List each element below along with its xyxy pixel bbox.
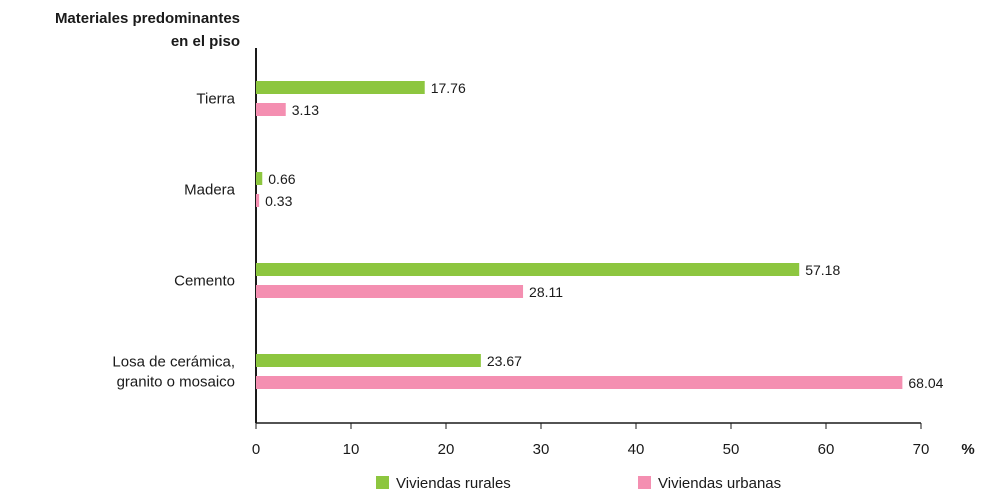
data-label: 57.18 — [805, 262, 840, 278]
data-label: 17.76 — [431, 80, 466, 96]
x-tick-label: 70 — [913, 441, 930, 458]
x-tick-label: 40 — [628, 441, 645, 458]
data-label: 68.04 — [908, 375, 943, 391]
x-axis-unit: % — [961, 441, 974, 458]
bar-rural — [256, 354, 481, 367]
x-tick-label: 30 — [533, 441, 550, 458]
category-label: Madera — [184, 182, 236, 199]
bar-rural — [256, 263, 800, 276]
data-label: 0.66 — [268, 171, 295, 187]
bar-urban — [256, 194, 260, 207]
category-label: Cemento — [174, 273, 235, 290]
x-tick-label: 0 — [252, 441, 260, 458]
data-label: 28.11 — [529, 284, 563, 300]
category-label: granito o mosaico — [117, 374, 235, 391]
bar-urban — [256, 103, 286, 116]
y-axis-title-line-1: Materiales predominantes — [55, 10, 240, 27]
category-label: Losa de cerámica, — [112, 354, 235, 371]
legend-label-urban: Viviendas urbanas — [658, 475, 781, 492]
legend-label-rural: Viviendas rurales — [396, 475, 511, 492]
x-tick-label: 20 — [438, 441, 455, 458]
data-label: 0.33 — [265, 193, 292, 209]
bar-rural — [256, 172, 263, 185]
category-label: Tierra — [196, 91, 235, 108]
data-label: 23.67 — [487, 353, 522, 369]
bar-urban — [256, 285, 524, 298]
x-tick-label: 10 — [343, 441, 360, 458]
y-axis-title-line-2: en el piso — [171, 33, 240, 50]
x-tick-label: 60 — [818, 441, 835, 458]
legend-swatch-rural — [376, 476, 389, 489]
data-label: 3.13 — [292, 102, 319, 118]
bar-rural — [256, 81, 425, 94]
legend-swatch-urban — [638, 476, 651, 489]
bar-urban — [256, 376, 903, 389]
x-tick-label: 50 — [723, 441, 740, 458]
